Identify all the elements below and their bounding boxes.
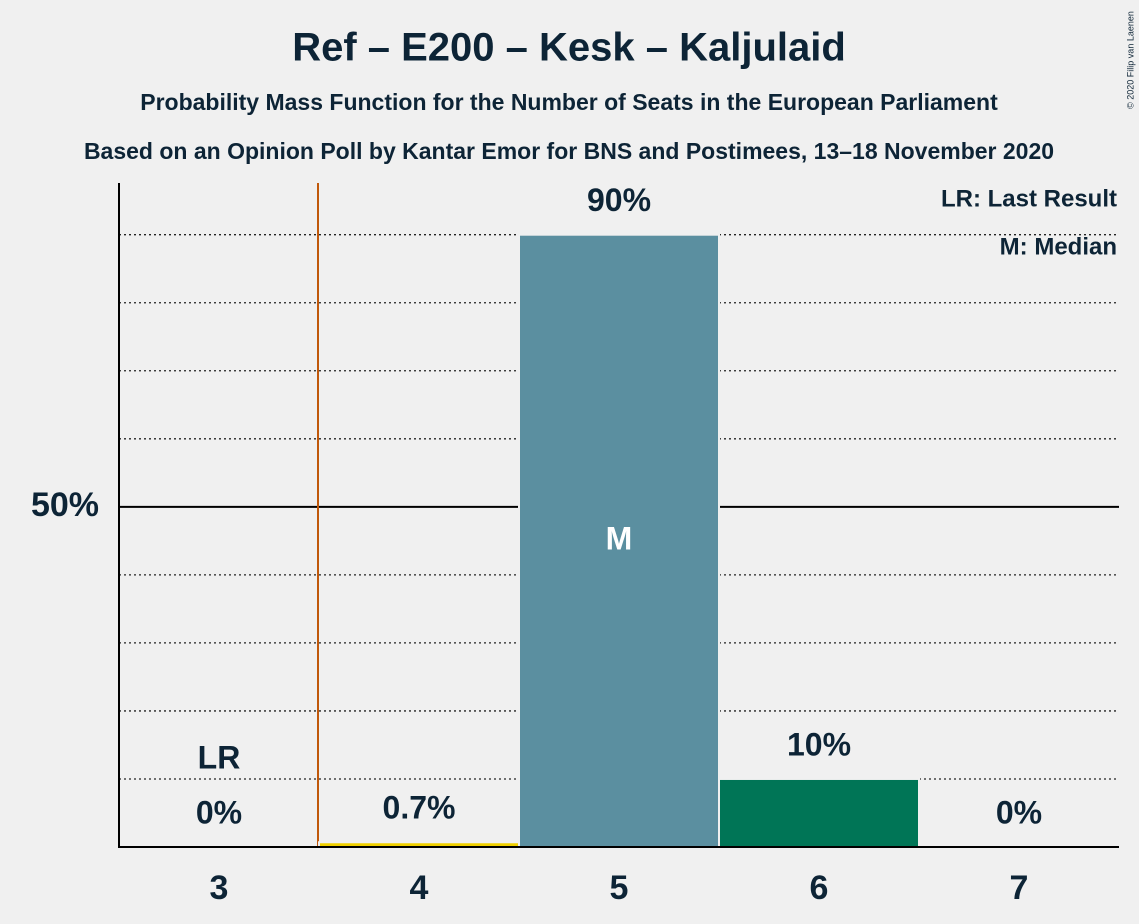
x-tick-label: 5 — [610, 869, 629, 907]
last-result-label: LR — [198, 739, 241, 775]
x-tick-label: 4 — [410, 869, 429, 907]
median-label: M — [606, 520, 633, 556]
value-label: 0% — [996, 794, 1042, 830]
bar — [518, 233, 720, 849]
value-label: 90% — [587, 182, 651, 218]
value-label: 0% — [196, 794, 242, 830]
chart-subtitle: Probability Mass Function for the Number… — [140, 89, 998, 115]
value-label: 0.7% — [383, 790, 456, 826]
legend-entry: M: Median — [1000, 233, 1117, 260]
x-tick-label: 3 — [210, 869, 229, 907]
bar — [718, 777, 920, 849]
chart-title: Ref – E200 – Kesk – Kaljulaid — [292, 26, 846, 70]
x-tick-label: 7 — [1010, 869, 1029, 907]
y-tick-label: 50% — [31, 486, 99, 524]
copyright: © 2020 Filip van Laenen — [1125, 11, 1135, 109]
x-tick-label: 6 — [810, 869, 829, 907]
legend-entry: LR: Last Result — [941, 185, 1117, 212]
chart-subtitle: Based on an Opinion Poll by Kantar Emor … — [84, 138, 1054, 164]
value-label: 10% — [787, 726, 851, 762]
